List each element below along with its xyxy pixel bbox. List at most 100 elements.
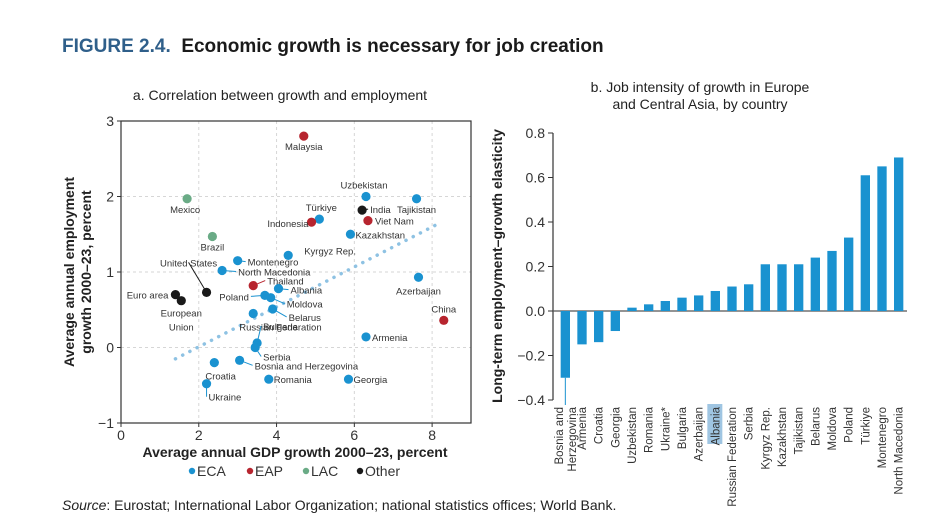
x-tick-label: 2 [195,427,203,443]
data-point: Ukraine [201,379,241,404]
point-marker [264,374,274,384]
point-marker [176,296,186,306]
y-axis-title-line: growth 2000–23, percent [78,190,94,354]
bar [577,311,587,345]
bar [760,264,770,311]
point-label: European Union [161,309,202,334]
scatter-y-axis-title: Average annual employment growth 2000–23,… [61,177,94,367]
point-label: Kyrgyz Rep. [304,246,356,257]
bar [860,175,870,311]
point-marker [268,304,278,314]
figure-number: FIGURE 2.4. [62,36,171,57]
source-text: : Eurostat; International Labor Organiza… [106,497,617,513]
data-point: Armenia [361,332,408,344]
point-marker [248,308,258,319]
data-point: Romania [264,374,313,386]
y-tick-label: 0.8 [526,125,546,141]
scatter-x-axis-title: Average annual GDP growth 2000–23, perce… [142,444,447,460]
scatter-gridlines [121,121,471,423]
point-label: Tajikistan [397,205,436,216]
x-tick-label: 6 [350,427,358,443]
point-label: China [431,304,457,315]
data-point: Russian Federation [239,308,322,334]
y-tick-label: 0.2 [526,259,546,275]
point-label: Croatia [205,372,236,383]
y-tick-label: 1 [106,264,114,280]
data-point: Brazil [201,231,224,254]
category-label: Moldova [827,406,839,450]
category-label: Kazakhstan [777,407,789,467]
point-label: Türkiye [306,203,337,214]
point-label: Uzbekistan [341,181,388,192]
bar-title-line: and Central Asia, by country [612,96,787,112]
data-point: Mexico [170,194,200,216]
point-label: Armenia [372,333,408,344]
point-marker [345,229,356,239]
x-tick-label: 8 [428,427,436,443]
data-point: Kyrgyz Rep. [283,246,356,260]
legend-item: Other [356,463,400,479]
category-label: Herzegovina [567,406,579,471]
category-label: Bulgaria [677,406,689,449]
point-marker [411,194,422,204]
category-label: Bosnia and [554,407,566,465]
bar [594,311,604,343]
category-label: Armenia [577,406,589,449]
bar-y-axis-title: Long-term employment–growth elasticity [489,129,505,403]
source-note: Source: Eurostat; International Labor Or… [62,497,616,513]
point-marker [170,290,181,300]
legend-label: Other [365,463,400,479]
point-label: Bulgaria [263,322,299,333]
legend-label: ECA [197,463,226,479]
category-label: Türkiye [860,407,872,445]
point-label: Belarus [289,313,321,324]
legend-item: LAC [302,463,338,479]
bar [727,286,737,311]
data-point: North Macedonia [217,265,311,278]
data-point: Serbia [250,342,291,364]
point-label-line: European [161,309,202,320]
point-label: Albania [291,286,323,297]
data-point: Thailand [248,277,304,291]
category-label: Romania [644,406,656,453]
bar [660,300,670,311]
leader-line [188,262,207,293]
data-point: Bosnia and Herzegovina [235,355,359,372]
legend-label: LAC [311,463,338,479]
y-tick-label: 2 [106,189,114,205]
category-label: Tajikistan [794,407,806,454]
legend-item: EAP [246,463,283,479]
point-marker [182,194,192,204]
data-point: Tajikistan [397,194,436,216]
bar-title-line: b. Job intensity of growth in Europe [591,79,810,95]
point-marker [233,256,243,266]
scatter-trendline [173,221,442,361]
bar [627,307,637,311]
point-marker [283,250,293,260]
point-marker [266,293,276,303]
category-label: Montenegro [877,407,889,468]
legend-marker [246,467,254,475]
bar [794,264,804,311]
category-label: Albania [710,406,722,445]
bar-title: b. Job intensity of growth in Europeand … [591,79,810,112]
point-marker [235,355,245,365]
bar [610,311,620,332]
point-marker [314,214,324,224]
category-label: Uzbekistan [627,407,639,464]
y-tick-label: 0.4 [526,214,546,230]
point-marker [217,265,227,276]
point-label: Serbia [263,353,291,364]
data-point: Viet Nam [363,216,414,228]
data-point: China [431,304,457,325]
point-marker [248,280,258,291]
y-tick-label: 0.6 [526,170,546,186]
bar [810,257,820,311]
data-point: Malaysia [285,131,323,153]
figure-title-text: Economic growth is necessary for job cre… [181,36,604,57]
point-label: North Macedonia [238,267,311,278]
point-label: Malaysia [285,142,323,153]
point-label: Romania [274,375,313,386]
